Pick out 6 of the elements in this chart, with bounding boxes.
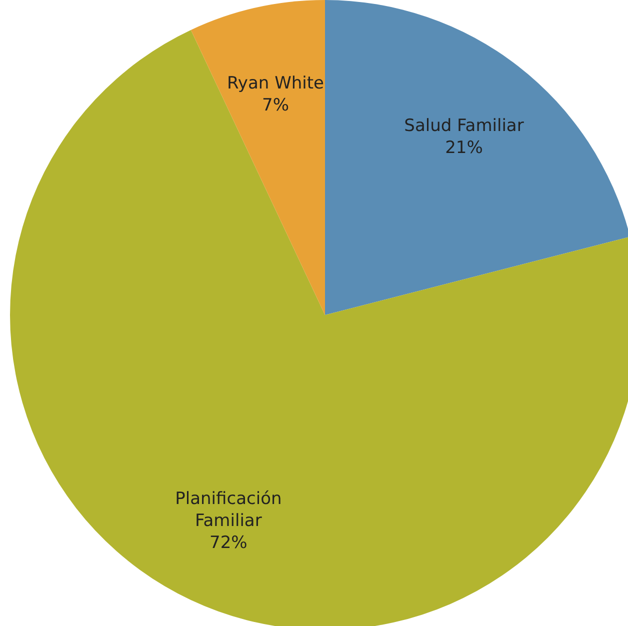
slice-label: Planificación Familiar [175,489,282,532]
data-label: 21% [445,138,483,158]
slice-label: Salud Familiar [404,116,524,136]
data-label: 7% [262,96,290,116]
data-label: 72% [210,533,248,554]
slice-label: Ryan White [227,74,324,94]
